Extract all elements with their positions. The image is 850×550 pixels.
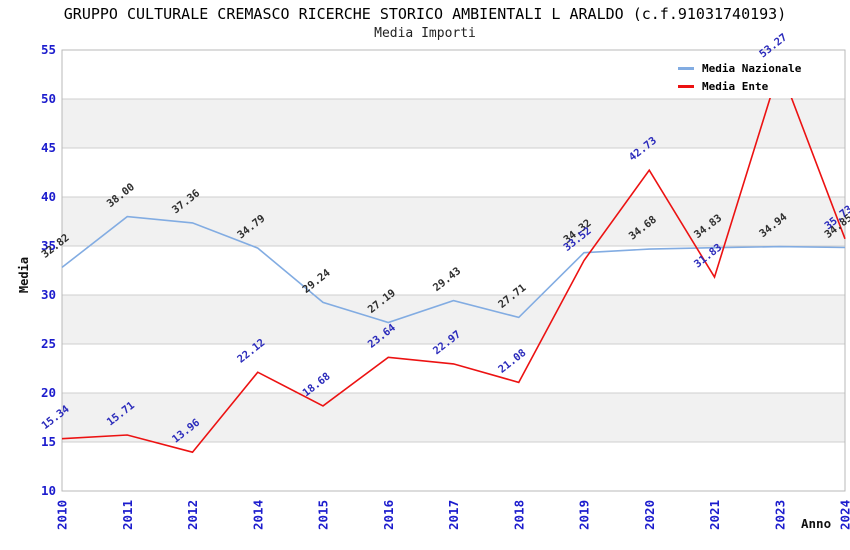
plot-band [62,246,845,295]
legend-label: Media Ente [702,79,769,93]
legend: Media Nazionale Media Ente [672,56,812,98]
x-tick-label: 2010 [55,500,70,530]
chart-subtitle: Media Importi [374,26,476,41]
y-tick-label: 35 [41,238,56,253]
plot-border [61,49,846,492]
x-tick-label: 2014 [250,500,265,530]
plot-band [62,197,845,246]
plot-band [62,99,845,148]
x-axis-title: Anno [801,516,832,531]
x-tick-label: 2018 [511,500,526,530]
y-tick-label: 10 [41,483,56,498]
y-tick-label: 45 [41,140,56,155]
y-axis-title: Media [17,256,32,294]
series-line-media-ente [61,64,846,454]
y-tick-label: 55 [41,42,56,57]
x-tick-label: 2017 [446,500,461,530]
y-tick-label: 30 [41,287,56,302]
plot-band [62,344,845,393]
x-tick-label: 2020 [642,500,657,530]
series-line-media-nazionale [61,215,846,324]
x-tick-label: 2011 [120,500,135,530]
plot-band [62,442,845,491]
legend-item-nazionale: Media Nazionale [672,62,812,75]
y-tick-label: 25 [41,336,56,351]
x-tick-label: 2016 [381,500,396,530]
x-tick-label: 2021 [707,500,722,530]
plot-band [62,393,845,442]
line-swatch-ente [678,84,694,88]
x-tick-label: 2019 [577,500,592,530]
y-tick-label: 40 [41,189,56,204]
plot-band [62,148,845,197]
legend-label: Media Nazionale [702,61,802,75]
x-tick-label: 2015 [316,500,331,530]
legend-item-ente: Media Ente [672,80,812,93]
line-swatch-nazionale [678,66,694,70]
x-tick-label: 2023 [772,500,787,530]
y-tick-label: 20 [41,385,56,400]
plot-band [62,295,845,344]
x-tick-label: 2012 [185,500,200,530]
y-tick-label: 15 [41,434,56,449]
y-tick-label: 50 [41,91,56,106]
x-tick-label: 2024 [838,500,850,530]
chart-title: GRUPPO CULTURALE CREMASCO RICERCHE STORI… [63,5,787,23]
